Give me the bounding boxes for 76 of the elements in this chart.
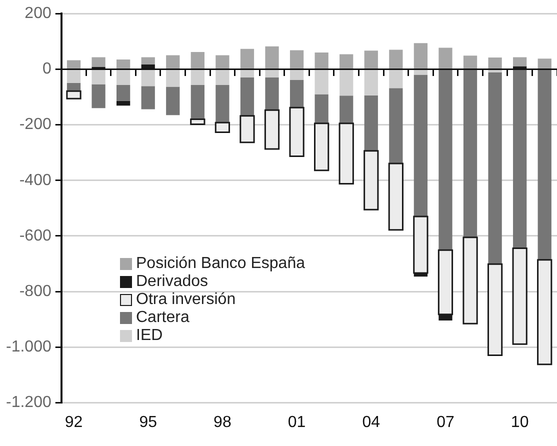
legend-label: Otra inversión — [136, 291, 236, 309]
x-tick-label: 98 — [214, 414, 232, 431]
bar — [488, 72, 502, 264]
bar — [364, 50, 378, 68]
bar — [116, 59, 130, 68]
bar — [538, 58, 552, 68]
bar — [513, 57, 527, 66]
bar — [290, 50, 304, 68]
x-tick-label: 10 — [510, 414, 529, 431]
bar — [66, 60, 81, 68]
x-tick-label: 04 — [362, 414, 380, 431]
bar — [190, 52, 204, 68]
bar — [438, 48, 452, 68]
bar — [438, 70, 452, 250]
bar — [414, 43, 428, 68]
bar — [216, 70, 230, 86]
legend-label: Posición Banco España — [136, 255, 305, 273]
bar — [488, 70, 502, 72]
bar — [166, 86, 180, 116]
bar — [364, 95, 378, 151]
legend-label: Derivados — [136, 273, 208, 291]
bar — [314, 52, 328, 68]
bar — [463, 56, 478, 68]
bar — [340, 54, 354, 68]
bar — [216, 85, 230, 123]
bar — [190, 70, 204, 86]
bar — [513, 70, 527, 248]
x-tick-label: 01 — [288, 414, 306, 431]
bar — [463, 70, 478, 238]
bar — [389, 88, 403, 164]
bar — [92, 57, 106, 67]
bar — [265, 70, 279, 78]
y-tick-label: 0 — [42, 60, 52, 78]
bar — [141, 57, 155, 64]
bar — [166, 70, 180, 87]
bar — [265, 46, 279, 68]
bar — [92, 84, 106, 108]
y-tick-label: -600 — [19, 227, 52, 244]
bar — [488, 58, 502, 68]
bar — [166, 55, 180, 68]
bar — [116, 100, 130, 106]
bar — [290, 70, 304, 80]
bar — [265, 78, 279, 110]
legend-label: Cartera — [136, 309, 190, 327]
y-tick-label: -1.200 — [6, 394, 52, 412]
bar — [240, 70, 254, 78]
bar — [116, 70, 130, 86]
bar — [389, 50, 403, 68]
bar — [340, 70, 354, 96]
y-tick-label: -800 — [19, 283, 52, 300]
y-tick-label: -200 — [19, 116, 52, 134]
bar — [414, 70, 428, 75]
x-tick-label: 92 — [64, 414, 83, 431]
legend-label: IED — [136, 327, 163, 345]
bar — [116, 85, 130, 101]
y-tick-label: 200 — [24, 5, 52, 22]
bar — [389, 70, 403, 88]
bar — [92, 70, 106, 84]
y-tick-label: -1.000 — [6, 338, 52, 356]
bar — [340, 96, 354, 124]
bar — [141, 70, 155, 86]
bar — [240, 48, 254, 68]
bar — [141, 86, 155, 110]
bar — [216, 55, 230, 68]
bar — [314, 94, 328, 124]
y-tick-label: -400 — [19, 172, 52, 189]
bar — [66, 70, 81, 83]
bar — [314, 70, 328, 94]
bar — [190, 85, 204, 120]
bar — [414, 74, 428, 217]
bar — [364, 70, 378, 96]
bar — [538, 70, 552, 260]
x-tick-label: 07 — [436, 414, 454, 431]
bar — [240, 78, 254, 116]
x-tick-label: 95 — [139, 414, 158, 431]
bar — [290, 80, 304, 108]
